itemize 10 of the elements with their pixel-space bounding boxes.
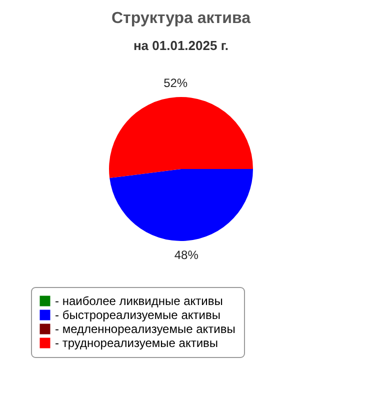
pie-slice xyxy=(110,169,253,241)
legend-label: - медленнореализуемые активы xyxy=(55,322,236,336)
legend-label: - наиболее ликвидные активы xyxy=(55,294,223,308)
data-label: 52% xyxy=(164,76,188,90)
legend-label: - быстрореализуемые активы xyxy=(55,308,220,322)
legend-label: - труднореализуемые активы xyxy=(55,336,218,350)
chart-title: Структура актива xyxy=(112,10,251,27)
pie-slice xyxy=(109,97,253,178)
data-label: 48% xyxy=(174,248,199,262)
chart-subtitle: на 01.01.2025 г. xyxy=(133,38,229,53)
